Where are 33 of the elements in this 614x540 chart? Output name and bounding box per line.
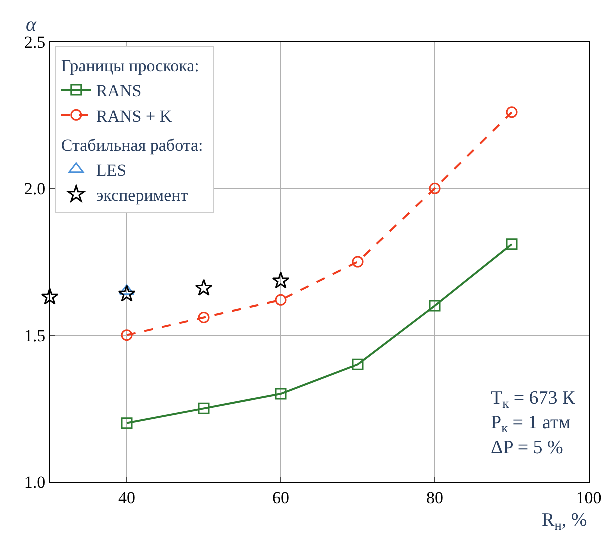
annotation: Стабильная работа: <box>61 136 204 155</box>
x-tick-label: 100 <box>576 488 602 508</box>
point <box>272 272 290 289</box>
point <box>352 256 364 268</box>
point <box>118 285 136 302</box>
y-tick-label: 1.5 <box>24 326 46 346</box>
x-tick-label: 80 <box>426 488 444 508</box>
annotation: Границы проскока: <box>61 56 200 76</box>
annotation: P$_{к}$ = 1 атм <box>491 412 571 436</box>
point <box>195 279 213 296</box>
legend-label: эксперимент <box>96 186 189 206</box>
x-tick-label: 60 <box>272 488 290 508</box>
point <box>275 388 287 400</box>
y-tick-label: 2.0 <box>24 180 46 199</box>
legend-label: LES <box>96 160 127 180</box>
annotation: ΔP = 5 % <box>491 437 564 458</box>
point <box>198 312 210 324</box>
point <box>352 358 364 370</box>
legend-label: RANS <box>96 82 142 101</box>
point <box>198 402 210 414</box>
x-axis-title: R$_{н}$, % <box>542 510 588 533</box>
point <box>121 330 133 342</box>
point <box>429 300 441 312</box>
annotation: T$_{к}$ = 673 К <box>491 388 576 411</box>
point <box>506 106 518 118</box>
point <box>41 288 59 305</box>
legend-label: RANS + K <box>96 106 173 126</box>
x-tick-label: 40 <box>118 488 136 508</box>
point <box>506 238 518 250</box>
point <box>429 182 441 194</box>
point <box>275 294 287 306</box>
point <box>121 418 133 430</box>
y-tick-label: 1.0 <box>24 472 46 492</box>
